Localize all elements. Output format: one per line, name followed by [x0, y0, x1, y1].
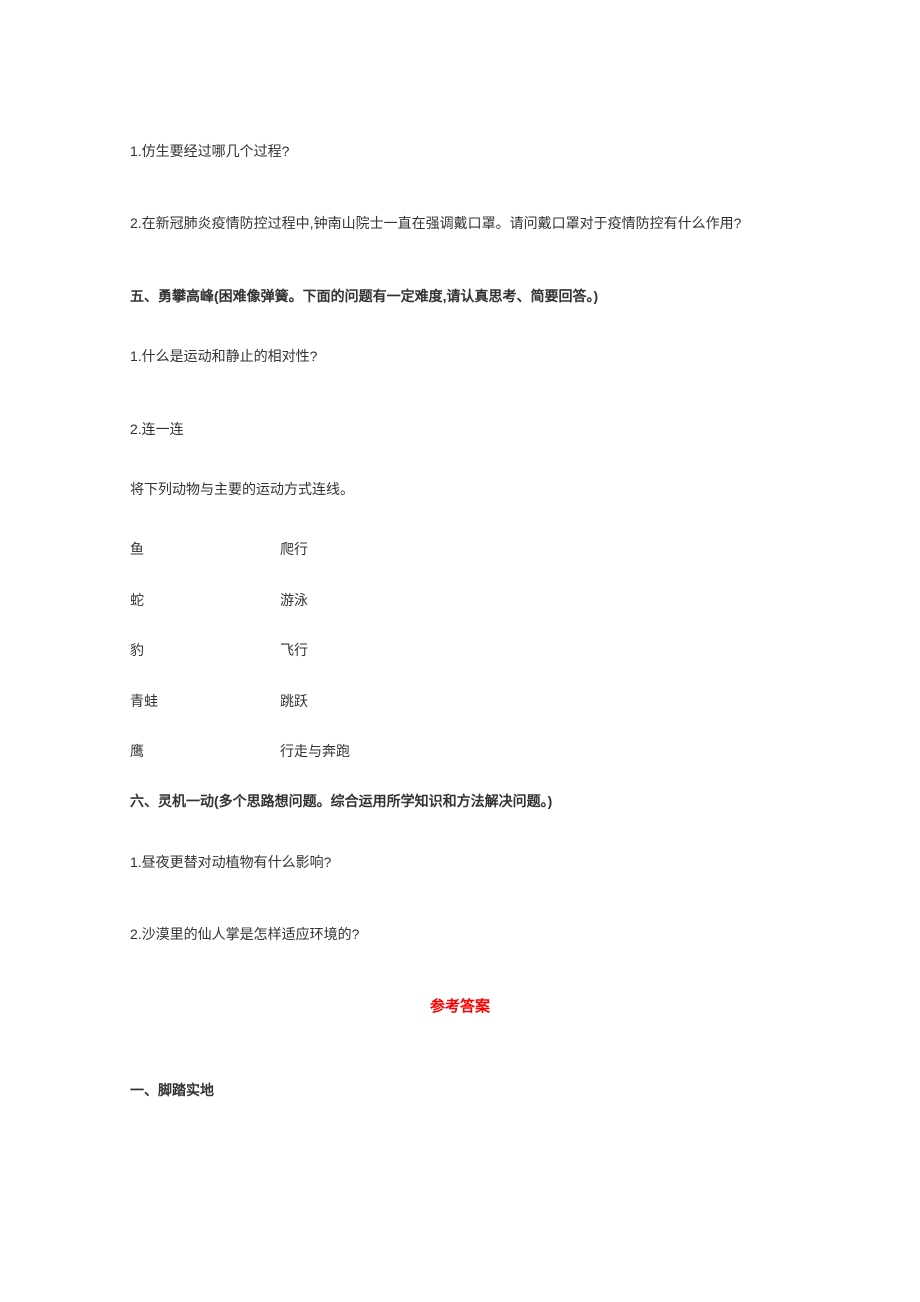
matching-left-label: 鱼	[130, 538, 280, 560]
question-6-1: 1.昼夜更替对动植物有什么影响?	[130, 851, 790, 873]
question-text: 2.连一连	[130, 421, 184, 437]
answer-section-text: 一、脚踏实地	[130, 1082, 214, 1098]
matching-row: 青蛙 跳跃	[130, 690, 790, 712]
question-text: 1.仿生要经过哪几个过程?	[130, 143, 289, 159]
question-text: 2.沙漠里的仙人掌是怎样适应环境的?	[130, 926, 359, 942]
matching-left-label: 蛇	[130, 589, 280, 611]
question-4-1: 1.仿生要经过哪几个过程?	[130, 140, 790, 162]
question-text: 1.什么是运动和静止的相对性?	[130, 348, 317, 364]
matching-row: 鹰 行走与奔跑	[130, 740, 790, 762]
section-6-heading: 六、灵机一动(多个思路想问题。综合运用所学知识和方法解决问题。)	[130, 790, 790, 812]
matching-right-label: 飞行	[280, 639, 790, 661]
question-5-2: 2.连一连	[130, 418, 790, 440]
matching-intro: 将下列动物与主要的运动方式连线。	[130, 478, 790, 500]
question-text: 2.在新冠肺炎疫情防控过程中,钟南山院士一直在强调戴口罩。请问戴口罩对于疫情防控…	[130, 215, 741, 231]
heading-text: 五、勇攀高峰(困难像弹簧。下面的问题有一定难度,请认真思考、简要回答。)	[130, 288, 598, 304]
matching-left-label: 鹰	[130, 740, 280, 762]
question-4-2: 2.在新冠肺炎疫情防控过程中,钟南山院士一直在强调戴口罩。请问戴口罩对于疫情防控…	[130, 212, 790, 234]
matching-right-label: 游泳	[280, 589, 790, 611]
matching-left-label: 豹	[130, 639, 280, 661]
question-5-1: 1.什么是运动和静止的相对性?	[130, 345, 790, 367]
intro-text: 将下列动物与主要的运动方式连线。	[130, 481, 354, 497]
answer-title-text: 参考答案	[430, 998, 490, 1015]
matching-left-label: 青蛙	[130, 690, 280, 712]
matching-row: 豹 飞行	[130, 639, 790, 661]
section-5-heading: 五、勇攀高峰(困难像弹簧。下面的问题有一定难度,请认真思考、简要回答。)	[130, 285, 790, 307]
matching-row: 蛇 游泳	[130, 589, 790, 611]
matching-right-label: 爬行	[280, 538, 790, 560]
heading-text: 六、灵机一动(多个思路想问题。综合运用所学知识和方法解决问题。)	[130, 793, 552, 809]
matching-right-label: 跳跃	[280, 690, 790, 712]
matching-row: 鱼 爬行	[130, 538, 790, 560]
matching-right-label: 行走与奔跑	[280, 740, 790, 762]
question-6-2: 2.沙漠里的仙人掌是怎样适应环境的?	[130, 923, 790, 945]
answer-section-1: 一、脚踏实地	[130, 1079, 790, 1101]
answer-title: 参考答案	[130, 995, 790, 1019]
question-text: 1.昼夜更替对动植物有什么影响?	[130, 854, 331, 870]
